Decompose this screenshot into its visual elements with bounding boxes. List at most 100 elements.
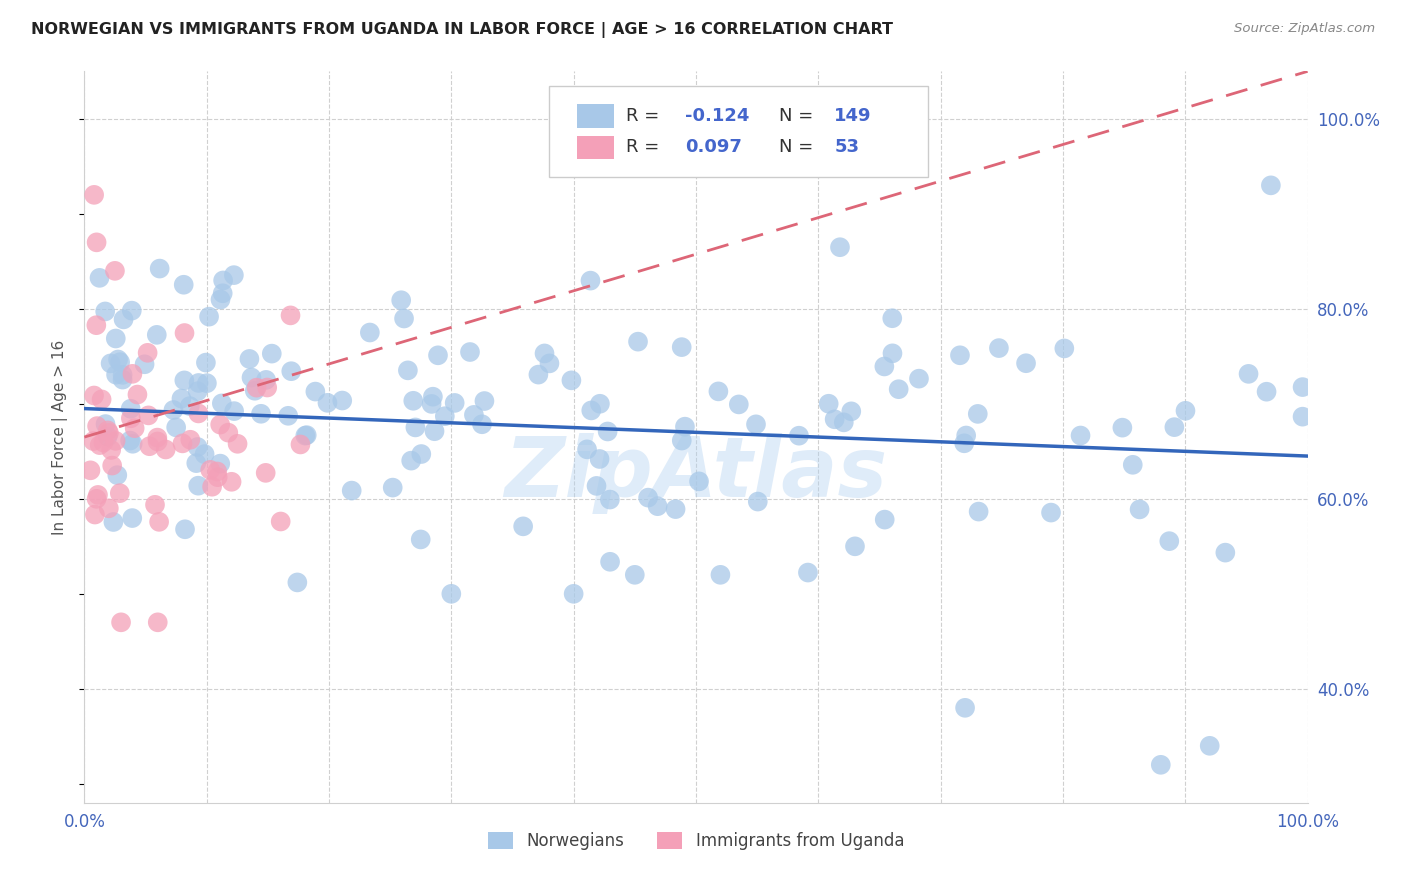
Point — [143, 498, 166, 512]
Point — [83, 187, 105, 202]
Point — [1111, 420, 1133, 434]
Point — [146, 434, 169, 449]
Point — [512, 519, 534, 533]
Point — [107, 352, 129, 367]
Point — [243, 384, 266, 398]
Point — [86, 318, 108, 333]
Point — [458, 345, 481, 359]
Point — [423, 424, 446, 438]
Point — [83, 388, 105, 402]
Point — [86, 419, 108, 434]
Point — [260, 346, 283, 360]
Point — [596, 425, 619, 439]
Point — [533, 346, 555, 360]
Text: NORWEGIAN VS IMMIGRANTS FROM UGANDA IN LABOR FORCE | AGE > 16 CORRELATION CHART: NORWEGIAN VS IMMIGRANTS FROM UGANDA IN L… — [31, 22, 893, 38]
Point — [162, 403, 184, 417]
Point — [1159, 534, 1181, 549]
Point — [121, 436, 143, 450]
Point — [120, 411, 142, 425]
Point — [1015, 356, 1038, 370]
Point — [120, 434, 142, 448]
Point — [440, 587, 463, 601]
Point — [873, 513, 896, 527]
Point — [110, 615, 132, 630]
Point — [108, 355, 131, 369]
Point — [1174, 404, 1197, 418]
Point — [1150, 757, 1173, 772]
Y-axis label: In Labor Force | Age > 16: In Labor Force | Age > 16 — [52, 340, 69, 534]
Point — [585, 479, 607, 493]
Point — [138, 439, 160, 453]
Point — [647, 499, 669, 513]
Point — [409, 533, 432, 547]
Text: R =: R = — [626, 107, 659, 125]
Point — [187, 376, 209, 390]
Point — [155, 442, 177, 457]
Point — [146, 431, 169, 445]
Point — [873, 359, 896, 374]
Point — [209, 417, 232, 432]
Point — [226, 437, 249, 451]
Point — [747, 494, 769, 508]
Point — [238, 351, 260, 366]
Point — [136, 346, 159, 360]
Point — [392, 311, 415, 326]
Point — [828, 240, 851, 254]
Point — [427, 348, 450, 362]
Point — [100, 442, 122, 457]
Point — [797, 566, 820, 580]
Point — [105, 468, 128, 483]
Point — [624, 567, 647, 582]
Point — [576, 442, 599, 457]
Point — [270, 515, 292, 529]
Point — [111, 368, 134, 382]
Point — [420, 397, 443, 411]
Point — [277, 409, 299, 423]
Point — [294, 428, 316, 442]
Point — [527, 368, 550, 382]
Point — [359, 326, 381, 340]
Point — [588, 452, 610, 467]
Point — [201, 480, 224, 494]
Text: 149: 149 — [834, 107, 872, 125]
Point — [179, 433, 201, 447]
Point — [104, 331, 127, 345]
Point — [471, 417, 494, 432]
Point — [100, 356, 122, 370]
Point — [987, 341, 1010, 355]
Legend: Norwegians, Immigrants from Uganda: Norwegians, Immigrants from Uganda — [481, 825, 911, 856]
Point — [222, 268, 245, 282]
Point — [443, 396, 465, 410]
Point — [200, 463, 222, 477]
Point — [94, 304, 117, 318]
Point — [463, 408, 485, 422]
Point — [108, 486, 131, 500]
Point — [727, 397, 749, 411]
Point — [707, 384, 730, 399]
Point — [246, 381, 269, 395]
Point — [787, 428, 810, 442]
Point — [86, 235, 108, 250]
Point — [844, 539, 866, 553]
Point — [212, 273, 235, 287]
Point — [82, 434, 104, 448]
Point — [967, 505, 990, 519]
Point — [290, 437, 312, 451]
Point — [280, 364, 302, 378]
Point — [422, 390, 444, 404]
Point — [121, 367, 143, 381]
Text: ZipAtlas: ZipAtlas — [505, 434, 887, 514]
Point — [340, 483, 363, 498]
Point — [173, 373, 195, 387]
Point — [87, 488, 110, 502]
Point — [955, 428, 977, 442]
Point — [172, 436, 194, 450]
Point — [121, 511, 143, 525]
Point — [285, 575, 308, 590]
Point — [224, 404, 246, 418]
Point — [121, 303, 143, 318]
Point — [908, 372, 931, 386]
Point — [187, 384, 209, 399]
Point — [198, 310, 221, 324]
Point — [1163, 420, 1185, 434]
